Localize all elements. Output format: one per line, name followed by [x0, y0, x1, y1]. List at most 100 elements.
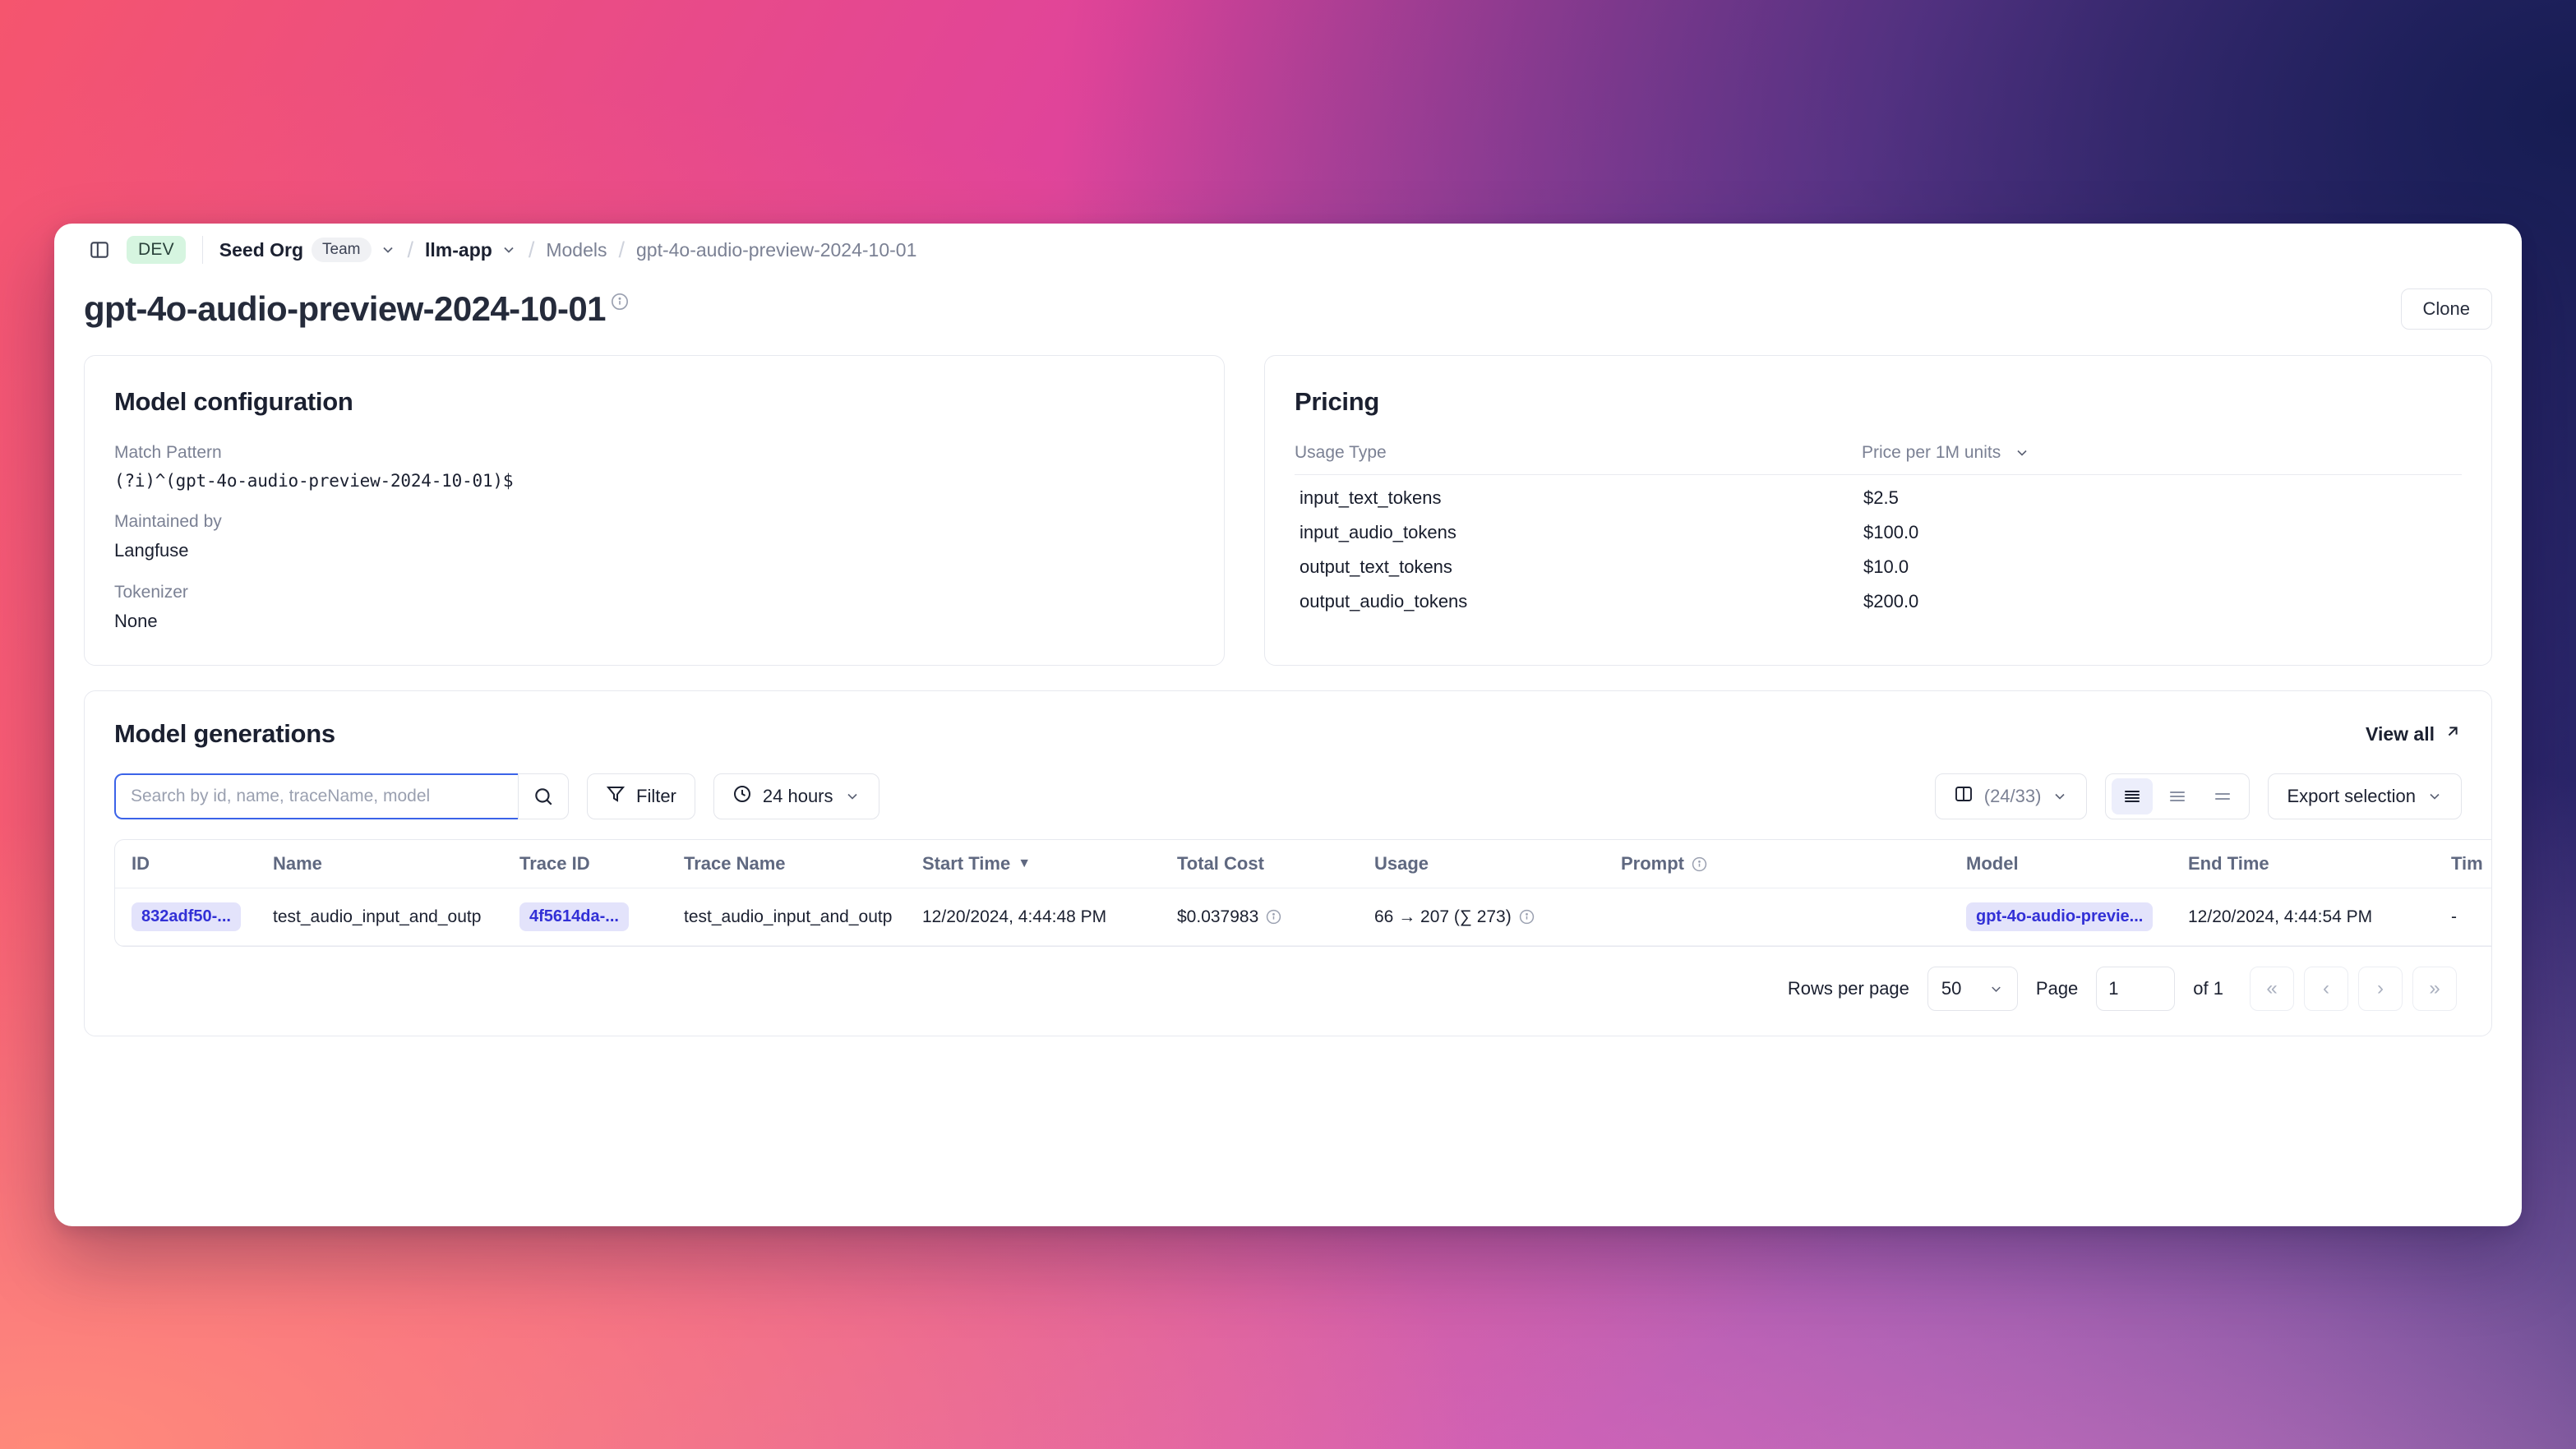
- info-circle-icon[interactable]: [611, 293, 629, 315]
- model-generations-header: Model generations View all: [114, 719, 2462, 749]
- info-circle-icon[interactable]: [1692, 856, 1707, 872]
- chevron-down-icon: [844, 788, 861, 805]
- column-header-usage[interactable]: Usage: [1374, 840, 1621, 888]
- columns-icon: [1954, 784, 1974, 809]
- pagination: Rows per page 50 Page of 1 « ‹ › »: [114, 947, 2462, 1011]
- toolbar-left: Filter 24 hours: [114, 773, 879, 819]
- pricing-price: $10.0: [1863, 556, 1909, 577]
- column-header-trace-id[interactable]: Trace ID: [519, 840, 684, 888]
- rows-short-icon[interactable]: [2202, 778, 2243, 814]
- breadcrumb-org-pill: Team: [312, 238, 372, 262]
- info-circle-icon[interactable]: [1266, 909, 1281, 925]
- breadcrumb-section[interactable]: Models: [546, 238, 607, 261]
- cell-name: test_audio_input_and_outp: [273, 888, 519, 946]
- column-header-end-time[interactable]: End Time: [2188, 840, 2451, 888]
- search-group: [114, 773, 569, 819]
- table-header-row: ID Name Trace ID Trace Name Start Time ▼…: [115, 840, 2491, 888]
- column-header-start-time[interactable]: Start Time ▼: [922, 840, 1177, 888]
- model-generations-card: Model generations View all: [84, 690, 2492, 1036]
- chevron-down-icon: [2052, 788, 2068, 805]
- view-all-link[interactable]: View all: [2366, 722, 2462, 745]
- model-configuration-card: Model configuration Match Pattern (?i)^(…: [84, 355, 1225, 666]
- cell-trace-name: test_audio_input_and_outp: [684, 888, 922, 946]
- page-label: Page: [2035, 978, 2079, 999]
- pricing-price: $100.0: [1863, 522, 1919, 542]
- info-circle-icon[interactable]: [1519, 909, 1535, 925]
- rows-per-page-label: Rows per page: [1787, 978, 1909, 999]
- search-icon[interactable]: [518, 773, 569, 819]
- filter-label: Filter: [636, 786, 676, 806]
- model-configuration-heading: Model configuration: [114, 387, 353, 416]
- table-row[interactable]: 832adf50-... test_audio_input_and_outp 4…: [115, 888, 2491, 946]
- cell-model: gpt-4o-audio-previe...: [1966, 888, 2188, 946]
- row-height-toggle-group: [2105, 773, 2251, 819]
- title-wrap: gpt-4o-audio-preview-2024-10-01: [84, 289, 629, 329]
- divider: [201, 236, 203, 264]
- rows-tall-icon[interactable]: [2112, 778, 2154, 814]
- id-chip[interactable]: 832adf50-...: [132, 902, 241, 931]
- export-selection-label: Export selection: [2287, 786, 2416, 806]
- page-input[interactable]: [2096, 967, 2176, 1011]
- cell-total-cost: $0.037983: [1177, 888, 1374, 946]
- next-page-button[interactable]: ›: [2358, 967, 2403, 1011]
- app-window: DEV Seed Org Team / llm-app / Models / g…: [54, 224, 2522, 1226]
- column-header-model[interactable]: Model: [1966, 840, 2188, 888]
- pricing-usage-type: output_text_tokens: [1300, 556, 1452, 577]
- pricing-usage-type: input_audio_tokens: [1300, 522, 1457, 542]
- rows-medium-icon[interactable]: [2157, 778, 2198, 814]
- model-chip[interactable]: gpt-4o-audio-previe...: [1966, 902, 2154, 931]
- filter-button[interactable]: Filter: [587, 773, 695, 819]
- chevron-down-icon: [1988, 981, 2004, 997]
- export-selection-button[interactable]: Export selection: [2268, 773, 2462, 819]
- column-header-name[interactable]: Name: [273, 840, 519, 888]
- time-range-button[interactable]: 24 hours: [713, 773, 879, 819]
- last-page-button[interactable]: »: [2412, 967, 2457, 1011]
- breadcrumb-project[interactable]: llm-app: [425, 238, 492, 261]
- column-header-trace-name[interactable]: Trace Name: [684, 840, 922, 888]
- prev-page-button[interactable]: ‹: [2304, 967, 2348, 1011]
- top-cards-row: Model configuration Match Pattern (?i)^(…: [84, 355, 2492, 666]
- chevron-down-icon[interactable]: [380, 242, 396, 258]
- page-total-label: of 1: [2193, 978, 2223, 999]
- column-header-id[interactable]: ID: [115, 840, 273, 888]
- column-header-prompt-label: Prompt: [1621, 853, 1684, 874]
- columns-count: (24/33): [1983, 786, 2042, 806]
- model-generations-heading: Model generations: [114, 719, 335, 748]
- column-header-total-cost[interactable]: Total Cost: [1177, 840, 1374, 888]
- tokenizer-label: Tokenizer: [114, 583, 188, 602]
- pricing-table-header: Usage Type Price per 1M units: [1295, 443, 2462, 475]
- first-page-button[interactable]: «: [2250, 967, 2294, 1011]
- pricing-usage-type: output_audio_tokens: [1300, 591, 1468, 611]
- maintained-by-label: Maintained by: [114, 512, 222, 531]
- clone-button[interactable]: Clone: [2400, 288, 2492, 330]
- pricing-row: input_text_tokens $2.5: [1295, 475, 2462, 510]
- pricing-usage-type: input_text_tokens: [1300, 487, 1442, 508]
- search-input[interactable]: [114, 773, 519, 819]
- chevron-down-icon[interactable]: [501, 242, 517, 258]
- pricing-col-usage-type: Usage Type: [1295, 443, 1387, 462]
- chevron-down-icon: [2426, 788, 2443, 805]
- env-badge: DEV: [127, 236, 186, 264]
- chevron-down-icon[interactable]: [2014, 445, 2030, 461]
- pricing-row: output_audio_tokens $200.0: [1295, 579, 2462, 613]
- cell-time: -: [2451, 888, 2491, 946]
- pricing-col-price-label: Price per 1M units: [1862, 443, 2001, 462]
- columns-button[interactable]: (24/33): [1934, 773, 2088, 819]
- breadcrumb-org[interactable]: Seed Org: [219, 238, 304, 261]
- generations-table: ID Name Trace ID Trace Name Start Time ▼…: [114, 839, 2491, 947]
- trace-id-chip[interactable]: 4f5614da-...: [519, 902, 629, 931]
- sidebar-toggle-icon[interactable]: [84, 234, 115, 265]
- pricing-col-price[interactable]: Price per 1M units: [1862, 443, 2030, 463]
- cell-trace-id: 4f5614da-...: [519, 888, 684, 946]
- clock-icon: [732, 784, 752, 809]
- column-header-prompt[interactable]: Prompt: [1621, 840, 1966, 888]
- toolbar-right: (24/33): [1934, 773, 2462, 819]
- time-range-label: 24 hours: [762, 786, 833, 806]
- pricing-price: $200.0: [1863, 591, 1919, 611]
- breadcrumb: Seed Org Team / llm-app / Models / gpt-4…: [219, 237, 916, 263]
- funnel-icon: [606, 784, 626, 809]
- breadcrumb-separator: /: [618, 237, 625, 262]
- rows-per-page-select[interactable]: 50: [1927, 967, 2018, 1011]
- column-header-time[interactable]: Tim: [2451, 840, 2491, 888]
- cell-end-time: 12/20/2024, 4:44:54 PM: [2188, 888, 2451, 946]
